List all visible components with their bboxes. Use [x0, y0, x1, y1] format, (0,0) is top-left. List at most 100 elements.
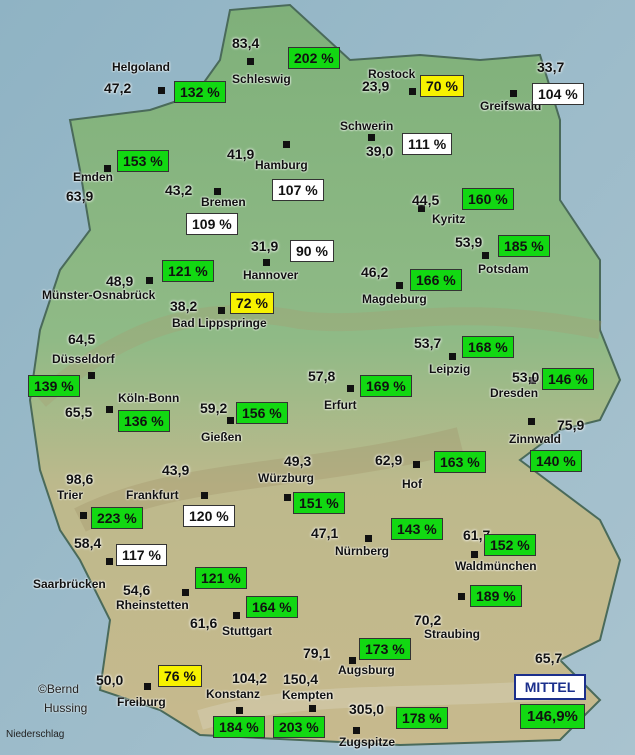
station-precip-mm: 54,6 — [123, 582, 151, 598]
station-marker-icon — [347, 385, 354, 392]
station-marker-icon — [482, 252, 489, 259]
station-marker-icon — [247, 58, 254, 65]
station-marker-icon — [227, 417, 234, 424]
station-percent-badge: 121 % — [162, 260, 214, 282]
station-precip-mm: 53,7 — [414, 335, 442, 351]
station-percent-badge: 143 % — [391, 518, 443, 540]
station-marker-icon — [214, 188, 221, 195]
station-name: Augsburg — [338, 663, 395, 677]
station-precip-mm: 43,9 — [162, 462, 190, 478]
station-marker-icon — [283, 141, 290, 148]
station-name: Konstanz — [206, 687, 260, 701]
station-marker-icon — [413, 461, 420, 468]
south-hills-band — [74, 427, 464, 532]
station-percent-badge: 76 % — [158, 665, 202, 687]
station-marker-icon — [236, 707, 243, 714]
station-percent-badge: 120 % — [183, 505, 235, 527]
station-name: Hannover — [243, 268, 299, 282]
station-precip-mm: 38,2 — [170, 298, 198, 314]
station-precip-mm: 150,4 — [283, 671, 319, 687]
station-precip-mm: 48,9 — [106, 273, 134, 289]
station-marker-icon — [353, 727, 360, 734]
station-name: Zinnwald — [509, 432, 561, 446]
station-name: Rheinstetten — [116, 598, 189, 612]
station-name: Straubing — [424, 627, 480, 641]
station-marker-icon — [458, 593, 465, 600]
station-percent-badge: 169 % — [360, 375, 412, 397]
station-marker-icon — [144, 683, 151, 690]
station-precip-mm: 39,0 — [366, 143, 394, 159]
station-name: Bad Lippspringe — [172, 316, 267, 330]
station-name: Schleswig — [232, 72, 291, 86]
station-marker-icon — [218, 307, 225, 314]
station-marker-icon — [449, 353, 456, 360]
station-percent-badge: 203 % — [273, 716, 325, 738]
station-percent-badge: 178 % — [396, 707, 448, 729]
station-percent-badge: 117 % — [116, 544, 167, 566]
credit-line-1: ©Bernd — [38, 682, 79, 696]
station-marker-icon — [146, 277, 153, 284]
station-percent-badge: 104 % — [532, 83, 584, 105]
station-name: Schwerin — [340, 119, 394, 133]
station-name: Kempten — [282, 688, 334, 702]
station-precip-mm: 49,3 — [284, 453, 312, 469]
station-precip-mm: 305,0 — [349, 701, 385, 717]
station-precip-mm: 62,9 — [375, 452, 403, 468]
station-marker-icon — [418, 205, 425, 212]
station-percent-badge: 107 % — [272, 179, 324, 201]
station-precip-mm: 50,0 — [96, 672, 124, 688]
station-marker-icon — [396, 282, 403, 289]
station-precip-mm: 23,9 — [362, 78, 390, 94]
station-percent-badge: 173 % — [359, 638, 411, 660]
station-percent-badge: 184 % — [213, 716, 265, 738]
station-name: Düsseldorf — [52, 352, 115, 366]
station-precip-mm: 98,6 — [66, 471, 94, 487]
station-precip-mm: 33,7 — [537, 59, 565, 75]
station-precip-mm: 59,2 — [200, 400, 228, 416]
station-marker-icon — [368, 134, 375, 141]
station-precip-mm: 43,2 — [165, 182, 193, 198]
station-percent-badge: 185 % — [498, 235, 550, 257]
station-name: Stuttgart — [222, 624, 272, 638]
station-name: Köln-Bonn — [118, 391, 180, 405]
station-precip-mm: 83,4 — [232, 35, 260, 51]
station-name: Kyritz — [432, 212, 466, 226]
station-marker-icon — [365, 535, 372, 542]
station-percent-badge: 146 % — [542, 368, 594, 390]
station-precip-mm: 79,1 — [303, 645, 331, 661]
station-name: Greifswald — [480, 99, 542, 113]
station-precip-mm: 57,8 — [308, 368, 336, 384]
station-percent-badge: 164 % — [246, 596, 298, 618]
station-marker-icon — [529, 377, 536, 384]
station-marker-icon — [88, 372, 95, 379]
station-precip-mm: 53,9 — [455, 234, 483, 250]
station-precip-mm: 64,5 — [68, 331, 96, 347]
station-name: Freiburg — [117, 695, 166, 709]
station-percent-badge: 136 % — [118, 410, 170, 432]
station-name: Dresden — [490, 386, 539, 400]
station-percent-badge: 202 % — [288, 47, 340, 69]
station-precip-mm: 65,5 — [65, 404, 93, 420]
station-percent-badge: 109 % — [186, 213, 238, 235]
station-marker-icon — [80, 512, 87, 519]
station-percent-badge: 153 % — [117, 150, 169, 172]
station-marker-icon — [349, 657, 356, 664]
station-marker-icon — [106, 406, 113, 413]
station-precip-mm: 47,1 — [311, 525, 339, 541]
credit-line-2: Hussing — [44, 701, 88, 715]
station-name: Münster-Osnabrück — [42, 288, 156, 302]
station-percent-badge: 90 % — [290, 240, 334, 262]
station-precip-mm: 58,4 — [74, 535, 102, 551]
station-marker-icon — [104, 165, 111, 172]
station-percent-badge: 132 % — [174, 81, 226, 103]
station-percent-badge: 70 % — [420, 75, 464, 97]
station-marker-icon — [263, 259, 270, 266]
station-percent-badge: 189 % — [470, 585, 522, 607]
station-name: Leipzig — [429, 362, 471, 376]
station-name: Würzburg — [258, 471, 314, 485]
station-percent-badge: 121 % — [195, 567, 247, 589]
station-percent-badge: 156 % — [236, 402, 288, 424]
station-percent-badge: 151 % — [293, 492, 345, 514]
station-precip-mm: 31,9 — [251, 238, 279, 254]
